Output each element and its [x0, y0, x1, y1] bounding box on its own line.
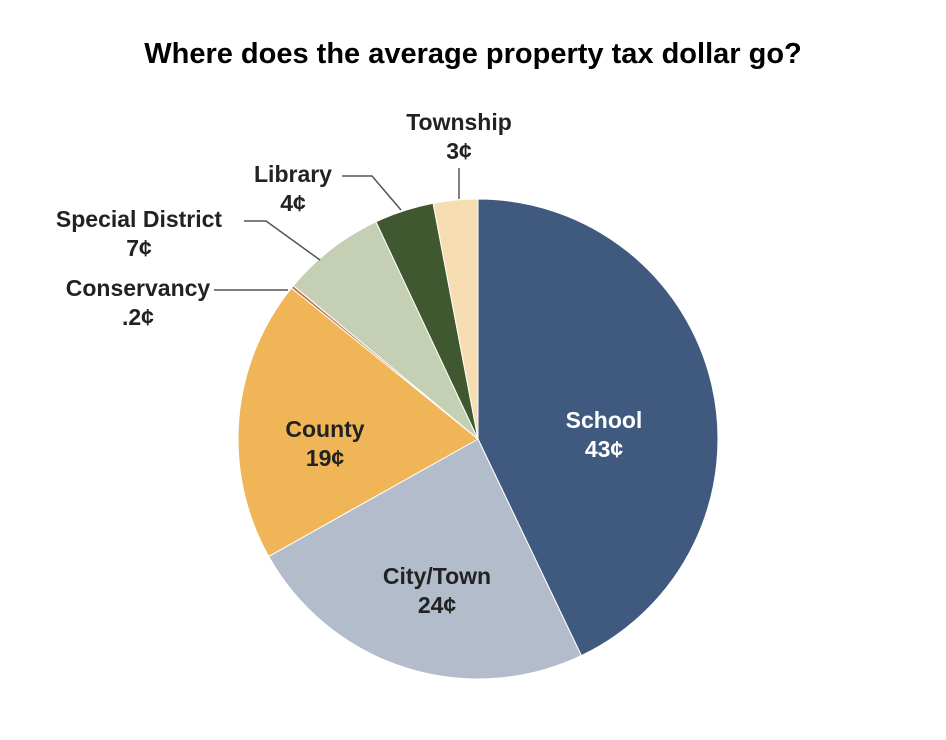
pie-slice-township — [432, 198, 479, 440]
slice-label-special-district: Special District — [56, 206, 223, 232]
slice-label-conservancy: Conservancy — [66, 275, 211, 301]
leader-line-library — [342, 175, 402, 211]
pie-slice-county — [237, 287, 479, 558]
pie-slice-school — [477, 198, 719, 657]
slice-value-township: 3¢ — [446, 138, 472, 164]
slice-label-township: Township — [406, 109, 512, 135]
chart-title: Where does the average property tax doll… — [144, 38, 802, 70]
slice-value-city-town: 24¢ — [418, 592, 457, 618]
slice-value-conservancy: .2¢ — [122, 304, 154, 330]
slice-value-county: 19¢ — [306, 445, 345, 471]
slice-value-special-district: 7¢ — [126, 235, 152, 261]
slice-label-county: County — [285, 416, 364, 442]
slice-label-city-town: City/Town — [383, 563, 491, 589]
slice-value-library: 4¢ — [280, 190, 306, 216]
leader-line-special-district — [244, 220, 321, 261]
pie-slice-special-district — [292, 221, 479, 440]
pie-slice-city-town — [267, 438, 583, 680]
slice-value-school: 43¢ — [585, 436, 624, 462]
slice-label-library: Library — [254, 161, 332, 187]
slice-label-school: School — [566, 407, 643, 433]
